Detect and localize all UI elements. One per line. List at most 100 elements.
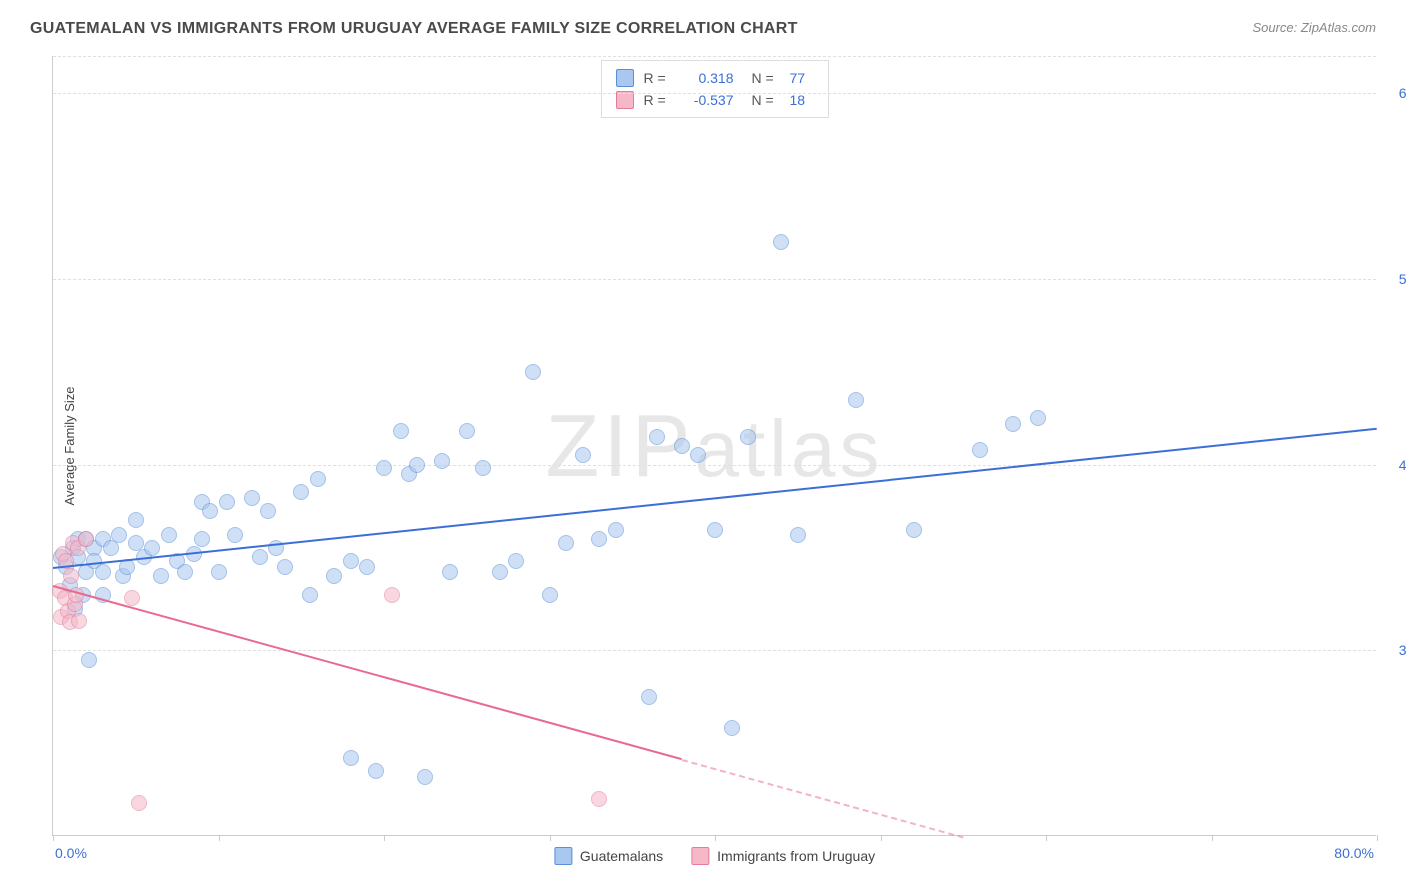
data-point xyxy=(111,527,127,543)
legend-item-2: Immigrants from Uruguay xyxy=(691,847,875,865)
data-point xyxy=(128,512,144,528)
correlation-legend: R = 0.318 N = 77 R = -0.537 N = 18 xyxy=(601,60,829,118)
data-point xyxy=(542,587,558,603)
data-point xyxy=(368,763,384,779)
data-point xyxy=(649,429,665,445)
data-point xyxy=(417,769,433,785)
y-tick-label: 3.00 xyxy=(1399,642,1406,658)
legend-n-label-1: N = xyxy=(752,70,780,86)
data-point xyxy=(252,549,268,565)
data-point xyxy=(674,438,690,454)
chart-header: GUATEMALAN VS IMMIGRANTS FROM URUGUAY AV… xyxy=(30,20,1376,38)
gridline xyxy=(53,93,1376,94)
data-point xyxy=(906,522,922,538)
data-point xyxy=(131,795,147,811)
data-point xyxy=(153,568,169,584)
data-point xyxy=(848,392,864,408)
data-point xyxy=(591,531,607,547)
data-point xyxy=(409,457,425,473)
legend-n-label-2: N = xyxy=(752,92,780,108)
data-point xyxy=(508,553,524,569)
trend-line xyxy=(53,585,682,760)
legend-bottom-swatch-2 xyxy=(691,847,709,865)
data-point xyxy=(343,750,359,766)
data-point xyxy=(124,590,140,606)
chart-title: GUATEMALAN VS IMMIGRANTS FROM URUGUAY AV… xyxy=(30,20,798,38)
x-axis-min-label: 0.0% xyxy=(55,845,87,861)
data-point xyxy=(219,494,235,510)
gridline xyxy=(53,56,1376,57)
data-point xyxy=(95,564,111,580)
data-point xyxy=(128,535,144,551)
data-point xyxy=(434,453,450,469)
data-point xyxy=(972,442,988,458)
x-tick xyxy=(1377,835,1378,841)
data-point xyxy=(475,460,491,476)
data-point xyxy=(71,613,87,629)
data-point xyxy=(641,689,657,705)
data-point xyxy=(608,522,624,538)
data-point xyxy=(790,527,806,543)
legend-n-value-2: 18 xyxy=(790,92,814,108)
data-point xyxy=(525,364,541,380)
legend-bottom-label-2: Immigrants from Uruguay xyxy=(717,848,875,864)
watermark: ZIPatlas xyxy=(546,395,884,497)
data-point xyxy=(277,559,293,575)
data-point xyxy=(359,559,375,575)
data-point xyxy=(1005,416,1021,432)
data-point xyxy=(773,234,789,250)
legend-bottom-label-1: Guatemalans xyxy=(580,848,663,864)
data-point xyxy=(177,564,193,580)
gridline xyxy=(53,279,1376,280)
x-tick xyxy=(219,835,220,841)
data-point xyxy=(707,522,723,538)
legend-swatch-1 xyxy=(616,69,634,87)
trend-line-dashed xyxy=(682,759,964,838)
x-tick xyxy=(1046,835,1047,841)
y-tick-label: 6.00 xyxy=(1399,85,1406,101)
data-point xyxy=(740,429,756,445)
data-point xyxy=(78,531,94,547)
data-point xyxy=(63,568,79,584)
series-legend: Guatemalans Immigrants from Uruguay xyxy=(554,847,875,865)
data-point xyxy=(459,423,475,439)
x-axis-max-label: 80.0% xyxy=(1334,845,1374,861)
data-point xyxy=(575,447,591,463)
gridline xyxy=(53,650,1376,651)
legend-bottom-swatch-1 xyxy=(554,847,572,865)
data-point xyxy=(492,564,508,580)
chart-area: ZIPatlas R = 0.318 N = 77 R = -0.537 N =… xyxy=(52,56,1376,836)
data-point xyxy=(202,503,218,519)
gridline xyxy=(53,465,1376,466)
data-point xyxy=(591,791,607,807)
y-tick-label: 4.00 xyxy=(1399,457,1406,473)
data-point xyxy=(227,527,243,543)
legend-r-label-2: R = xyxy=(644,92,672,108)
data-point xyxy=(384,587,400,603)
data-point xyxy=(310,471,326,487)
data-point xyxy=(1030,410,1046,426)
data-point xyxy=(690,447,706,463)
legend-r-value-1: 0.318 xyxy=(682,70,734,86)
x-tick xyxy=(1212,835,1213,841)
x-tick xyxy=(53,835,54,841)
legend-item-1: Guatemalans xyxy=(554,847,663,865)
data-point xyxy=(244,490,260,506)
data-point xyxy=(724,720,740,736)
data-point xyxy=(558,535,574,551)
y-tick-label: 5.00 xyxy=(1399,271,1406,287)
x-tick xyxy=(881,835,882,841)
data-point xyxy=(302,587,318,603)
data-point xyxy=(194,531,210,547)
data-point xyxy=(293,484,309,500)
data-point xyxy=(211,564,227,580)
legend-r-label-1: R = xyxy=(644,70,672,86)
plot-region: ZIPatlas R = 0.318 N = 77 R = -0.537 N =… xyxy=(52,56,1376,836)
data-point xyxy=(376,460,392,476)
x-tick xyxy=(384,835,385,841)
data-point xyxy=(442,564,458,580)
data-point xyxy=(326,568,342,584)
legend-n-value-1: 77 xyxy=(790,70,814,86)
data-point xyxy=(393,423,409,439)
data-point xyxy=(343,553,359,569)
